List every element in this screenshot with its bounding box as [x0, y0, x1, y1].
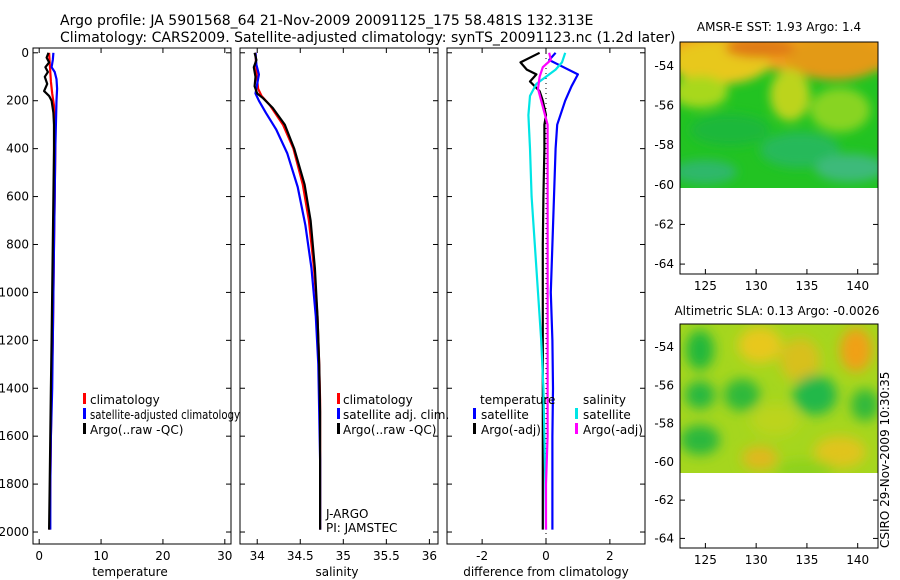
sst-heatmap	[680, 42, 878, 188]
legend-swatch-climatology	[337, 393, 340, 404]
salinity-panel-frame	[239, 47, 439, 545]
sla-map-title: Altimetric SLA: 0.13 Argo: -0.0026	[674, 304, 879, 318]
legend-label-temperature-satellite: satellite	[481, 408, 529, 422]
side-timestamp: CSIRO 29-Nov-2009 10:30:35	[878, 372, 892, 548]
legend-swatch-temperature-argo	[473, 423, 476, 434]
legend-label-argo: Argo(..raw -QC)	[343, 423, 436, 437]
altimetric_sla_map-ytick-label: -58	[654, 417, 674, 431]
salinity-xtick-label: 35	[336, 549, 351, 563]
difference-axis-label: difference from climatology	[463, 565, 629, 579]
difference-series-temperature-argo-adj-	[519, 51, 548, 530]
depth-tick-label: 2000	[0, 525, 29, 539]
amsr_sst_map-ytick-label: -54	[654, 59, 674, 73]
altimetric_sla_map-xtick-label: 140	[846, 553, 869, 567]
amsr_sst_map-ytick-label: -60	[654, 178, 674, 192]
depth-tick-label: 1600	[0, 429, 29, 443]
amsr_sst_map-xtick-label: 130	[745, 279, 768, 293]
altimetric_sla_map-ytick-label: -54	[654, 340, 674, 354]
temperature-xtick-label: 10	[93, 549, 108, 563]
altimetric_sla_map-ytick-label: -64	[654, 531, 674, 545]
temperature-xtick-label: 20	[155, 549, 170, 563]
depth-tick-label: 200	[6, 94, 29, 108]
amsr_sst_map-xtick-label: 125	[694, 279, 717, 293]
temperature-series-argo-raw-qc-	[43, 52, 56, 530]
sst-map-frame	[679, 41, 879, 275]
depth-tick-label: 1200	[0, 333, 29, 347]
altimetric_sla_map-xtick-label: 125	[694, 553, 717, 567]
legend-label-temperature-argo: Argo(-adj)	[481, 423, 541, 437]
depth-tick-label: 600	[6, 190, 29, 204]
altimetric_sla_map-ytick-label: -62	[654, 493, 674, 507]
legend-group-title-salinity: salinity	[583, 393, 626, 407]
amsr_sst_map-ytick-label: -56	[654, 98, 674, 112]
float-program-annotation: J-ARGO	[325, 507, 368, 521]
legend-swatch-temperature-satellite	[473, 408, 476, 419]
legend-label-salinity-satellite: satellite	[583, 408, 631, 422]
depth-tick-label: 400	[6, 142, 29, 156]
difference-xtick-label: -2	[476, 549, 488, 563]
legend-label-salinity-argo: Argo(-adj)	[583, 423, 643, 437]
legend-swatch-satellite	[83, 408, 86, 419]
figure-title-line2: Climatology: CARS2009. Satellite-adjuste…	[60, 30, 675, 46]
salinity-axis-label: salinity	[315, 565, 358, 579]
legend-swatch-salinity-satellite	[575, 408, 578, 419]
temperature-axis-label: temperature	[92, 565, 167, 579]
depth-tick-label: 1400	[0, 381, 29, 395]
legend-swatch-argo	[83, 423, 86, 434]
difference-xtick-label: 0	[542, 549, 550, 563]
depth-tick-label: 1800	[0, 477, 29, 491]
salinity-xtick-label: 34.5	[287, 549, 314, 563]
depth-tick-label: 0	[21, 46, 29, 60]
salinity-legend: climatology satellite adj. clim. Argo(..…	[337, 393, 449, 437]
sst-map-title: AMSR-E SST: 1.93 Argo: 1.4	[697, 20, 861, 34]
salinity-xtick-label: 36	[422, 549, 437, 563]
temperature-legend: climatology satellite-adjusted climatolo…	[83, 393, 240, 437]
sla-map-frame	[679, 323, 879, 549]
depth-tick-label: 800	[6, 237, 29, 251]
legend-group-title-temperature: temperature	[480, 393, 555, 407]
salinity-xtick-label: 34	[250, 549, 265, 563]
temperature-xtick-label: 30	[217, 549, 232, 563]
amsr_sst_map-xtick-label: 140	[846, 279, 869, 293]
amsr_sst_map-ytick-label: -62	[654, 217, 674, 231]
salinity-series-satellite-adj-clim-	[254, 52, 322, 530]
legend-label-climatology: climatology	[343, 393, 413, 407]
salinity-series-argo-raw-qc-	[252, 52, 322, 530]
altimetric_sla_map-ytick-label: -56	[654, 378, 674, 392]
difference-series-temperature-satellite	[548, 52, 579, 530]
legend-label-climatology: climatology	[90, 393, 160, 407]
depth-tick-label: 1000	[0, 285, 29, 299]
salinity-xtick-label: 35.5	[373, 549, 400, 563]
legend-swatch-satellite	[337, 408, 340, 419]
salinity-series-climatology	[254, 52, 322, 530]
figure-title-line1: Argo profile: JA 5901568_64 21-Nov-2009 …	[60, 13, 593, 29]
temperature-xtick-label: 0	[35, 549, 43, 563]
altimetric_sla_map-ytick-label: -60	[654, 455, 674, 469]
legend-label-argo: Argo(..raw -QC)	[90, 423, 183, 437]
amsr_sst_map-ytick-label: -64	[654, 257, 674, 271]
legend-swatch-salinity-argo	[575, 423, 578, 434]
sla-heatmap	[680, 324, 878, 473]
legend-label-satellite: satellite adj. clim.	[343, 408, 449, 422]
temperature-panel-frame	[32, 47, 232, 545]
legend-swatch-climatology	[83, 393, 86, 404]
difference-series-salinity-satellite	[527, 52, 567, 530]
legend-swatch-argo	[337, 423, 340, 434]
difference-xtick-label: 2	[606, 549, 614, 563]
series-layer	[43, 51, 786, 530]
altimetric_sla_map-xtick-label: 135	[795, 553, 818, 567]
float-pi-annotation: PI: JAMSTEC	[326, 521, 397, 535]
amsr_sst_map-ytick-label: -58	[654, 138, 674, 152]
difference-series-salinity-argo-adj-	[536, 52, 552, 530]
amsr_sst_map-xtick-label: 135	[795, 279, 818, 293]
legend-label-satellite: satellite-adjusted climatology	[90, 408, 240, 422]
altimetric_sla_map-xtick-label: 130	[745, 553, 768, 567]
difference-legend: temperature satellite Argo(-adj) salinit…	[473, 393, 643, 437]
